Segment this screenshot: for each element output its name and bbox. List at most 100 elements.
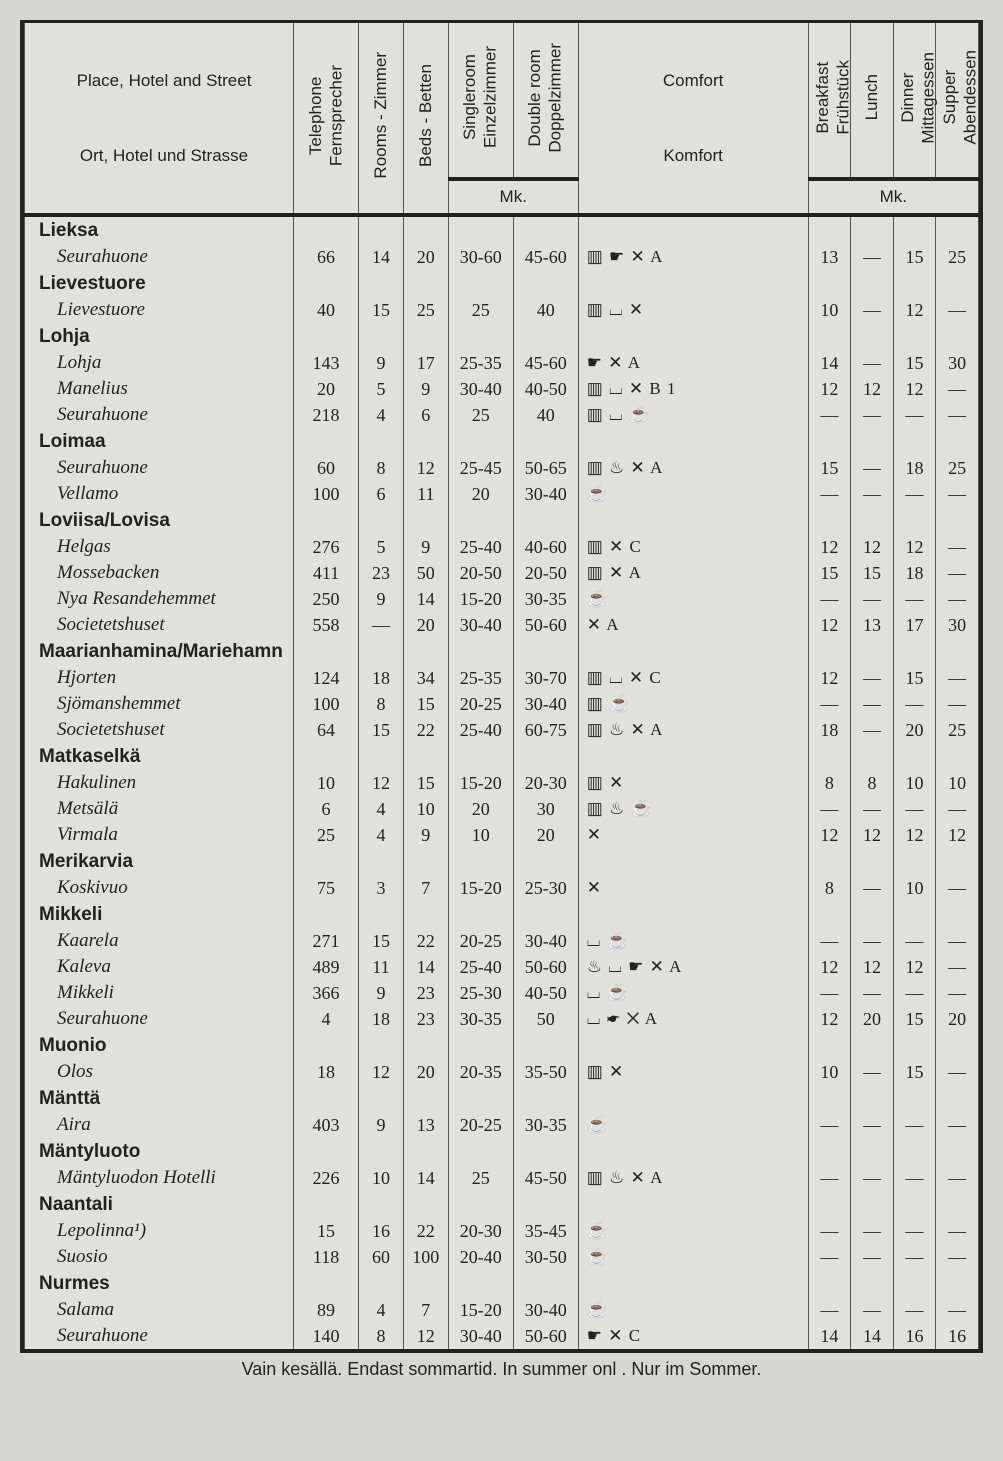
cell-supper: — (936, 980, 979, 1006)
place-name: Mäntyluoto (25, 1138, 294, 1165)
cell-comfort: ✕ A (578, 612, 808, 638)
cell-double: 20-30 (513, 770, 578, 796)
hotel-name: Societetshuset (25, 612, 294, 638)
cell-rooms: 8 (359, 455, 404, 481)
place-name: Loimaa (25, 428, 294, 455)
cell-dinner: — (893, 481, 936, 507)
cell-breakfast: 15 (808, 455, 851, 481)
cell-dinner: 15 (893, 244, 936, 270)
cell-dinner: — (893, 1244, 936, 1270)
hotel-name: Manelius (25, 376, 294, 402)
place-name: Nurmes (25, 1270, 294, 1297)
place-row: Maarianhamina/Mariehamn (25, 638, 979, 665)
cell-comfort: ▥ ♨ ✕ A (578, 455, 808, 481)
cell-double: 30-35 (513, 1112, 578, 1138)
cell-double: 30-70 (513, 665, 578, 691)
cell-tel: 20 (294, 376, 359, 402)
cell-supper: — (936, 534, 979, 560)
hotel-row: Hjorten124183425-3530-70▥ ⌴ ✕ C12—15— (25, 665, 979, 691)
cell-double: 45-60 (513, 350, 578, 376)
cell-beds: 23 (403, 980, 448, 1006)
cell-double: 40 (513, 402, 578, 428)
cell-comfort: ▥ ⌴ ✕ C (578, 665, 808, 691)
cell-comfort: ☛ ✕ A (578, 350, 808, 376)
cell-beds: 9 (403, 534, 448, 560)
cell-breakfast: 12 (808, 612, 851, 638)
cell-single: 25-40 (448, 717, 513, 743)
hotel-row: Helgas2765925-4040-60▥ ✕ C121212— (25, 534, 979, 560)
cell-rooms: 4 (359, 1297, 404, 1323)
hotel-row: Olos18122020-3535-50▥ ✕10—15— (25, 1059, 979, 1085)
cell-comfort: ✕ (578, 875, 808, 901)
cell-single: 25-40 (448, 954, 513, 980)
cell-breakfast: — (808, 796, 851, 822)
hotel-name: Seurahuone (25, 402, 294, 428)
cell-single: 30-40 (448, 612, 513, 638)
cell-lunch: 12 (851, 822, 894, 848)
cell-lunch: — (851, 402, 894, 428)
cell-lunch: 12 (851, 376, 894, 402)
hotel-name: Lepolinna¹) (25, 1218, 294, 1244)
cell-breakfast: — (808, 928, 851, 954)
cell-rooms: 9 (359, 1112, 404, 1138)
cell-breakfast: 18 (808, 717, 851, 743)
cell-rooms: 15 (359, 717, 404, 743)
cell-breakfast: 10 (808, 297, 851, 323)
cell-supper: 25 (936, 455, 979, 481)
cell-comfort: ▥ ✕ (578, 770, 808, 796)
hotel-name: Societetshuset (25, 717, 294, 743)
cell-comfort: ▥ ☛ ✕ A (578, 244, 808, 270)
cell-single: 25-40 (448, 534, 513, 560)
cell-tel: 489 (294, 954, 359, 980)
cell-supper: 10 (936, 770, 979, 796)
cell-lunch: — (851, 717, 894, 743)
cell-dinner: 17 (893, 612, 936, 638)
cell-lunch: — (851, 665, 894, 691)
cell-tel: 66 (294, 244, 359, 270)
hotel-name: Metsälä (25, 796, 294, 822)
cell-single: 25 (448, 1165, 513, 1191)
cell-single: 20-40 (448, 1244, 513, 1270)
cell-supper: 16 (936, 1323, 979, 1350)
cell-dinner: 15 (893, 1059, 936, 1085)
hotel-name: Suosio (25, 1244, 294, 1270)
place-row: Loimaa (25, 428, 979, 455)
cell-breakfast: 14 (808, 350, 851, 376)
cell-double: 30-50 (513, 1244, 578, 1270)
col-rooms-header: Rooms - Zimmer (359, 23, 404, 215)
cell-lunch: — (851, 297, 894, 323)
cell-dinner: 12 (893, 954, 936, 980)
cell-lunch: 8 (851, 770, 894, 796)
cell-comfort: ♨ ⌴ ☛ ✕ A (578, 954, 808, 980)
cell-breakfast: — (808, 481, 851, 507)
cell-rooms: 3 (359, 875, 404, 901)
cell-supper: 25 (936, 244, 979, 270)
cell-tel: 25 (294, 822, 359, 848)
cell-supper: — (936, 691, 979, 717)
cell-beds: 10 (403, 796, 448, 822)
hotel-name: Seurahuone (25, 1006, 294, 1032)
cell-single: 15-20 (448, 586, 513, 612)
cell-comfort: ☕ (578, 1218, 808, 1244)
cell-beds: 13 (403, 1112, 448, 1138)
cell-comfort: ▥ ♨ ☕ (578, 796, 808, 822)
cell-lunch: — (851, 1297, 894, 1323)
hotel-directory-page: Place, Hotel and Street Ort, Hotel und S… (20, 20, 983, 1353)
cell-beds: 15 (403, 691, 448, 717)
cell-single: 10 (448, 822, 513, 848)
cell-double: 60-75 (513, 717, 578, 743)
col-single-header: SingleroomEinzelzimmer (448, 23, 513, 179)
cell-beds: 34 (403, 665, 448, 691)
cell-comfort: ▥ ☕ (578, 691, 808, 717)
cell-tel: 10 (294, 770, 359, 796)
hotel-name: Vellamo (25, 481, 294, 507)
place-name: Mänttä (25, 1085, 294, 1112)
cell-beds: 9 (403, 376, 448, 402)
place-name: Matkaselkä (25, 743, 294, 770)
cell-tel: 366 (294, 980, 359, 1006)
cell-breakfast: — (808, 1112, 851, 1138)
place-name: Maarianhamina/Mariehamn (25, 638, 294, 665)
cell-rooms: 60 (359, 1244, 404, 1270)
cell-double: 30-40 (513, 1297, 578, 1323)
cell-double: 40-50 (513, 980, 578, 1006)
